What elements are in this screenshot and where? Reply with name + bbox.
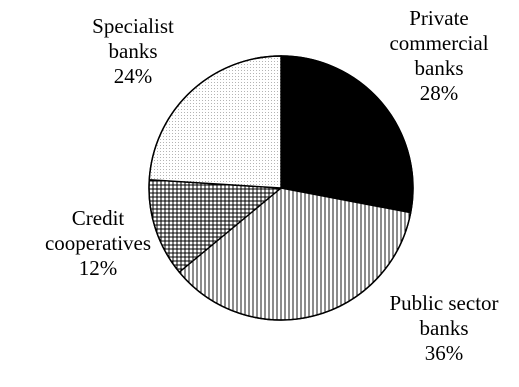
pie-outline [148, 55, 414, 321]
slice-label-credit-cooperatives: Credit cooperatives 12% [28, 206, 168, 281]
slice-percent-specialist-banks: 24% [113, 64, 153, 88]
slice-label-private-commercial-banks: Private commercial banks 28% [384, 6, 494, 106]
slice-percent-public-sector-banks: 36% [424, 341, 464, 365]
pie-slices [148, 55, 414, 321]
slice-label-specialist-banks: Specialist banks 24% [78, 14, 188, 89]
slice-percent-credit-cooperatives: 12% [78, 256, 118, 280]
slice-label-public-sector-banks: Public sector banks 36% [370, 291, 518, 366]
slice-percent-private-commercial-banks: 28% [419, 81, 459, 105]
